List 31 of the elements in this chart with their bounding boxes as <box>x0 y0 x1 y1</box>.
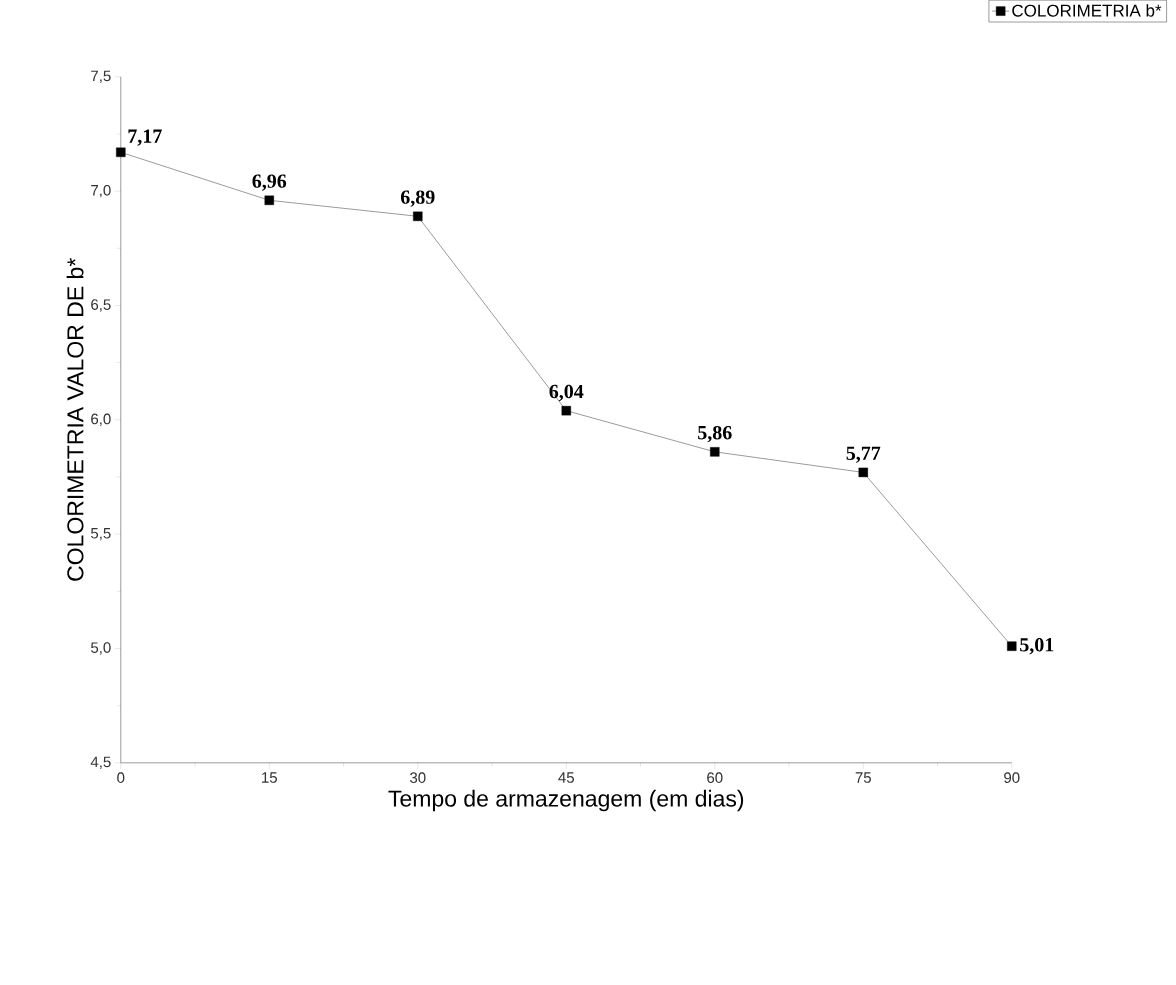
x-tick-label: 90 <box>1004 772 1020 784</box>
point <box>561 406 571 416</box>
y-tick-label: 5,5 <box>91 528 111 541</box>
y-axis-title: COLORIMETRIA VALOR DE b* <box>66 258 84 581</box>
x-tick-label: 75 <box>855 772 871 783</box>
point <box>413 211 423 222</box>
y-tick-label: 7,0 <box>91 185 111 198</box>
y-tick-label: 5,0 <box>91 642 111 655</box>
data-label: 6,96 <box>252 174 287 191</box>
point <box>116 147 126 158</box>
x-tick-label: 45 <box>558 772 574 783</box>
y-tick-label: 6,0 <box>91 413 111 427</box>
data-label: 6,89 <box>400 190 435 207</box>
x-axis-title: Tempo de armazenagem (em dias) <box>388 790 744 812</box>
y-tick-label: 7,5 <box>91 70 111 84</box>
data-label: 7,17 <box>128 129 162 146</box>
x-tick-label: 15 <box>262 772 277 783</box>
y-tick-label: 4,5 <box>90 756 111 770</box>
x-tick-label: 30 <box>410 772 426 784</box>
x-tick-label: 60 <box>707 772 723 784</box>
data-label: 5,01 <box>1020 638 1054 655</box>
data-label: 6,04 <box>549 384 584 402</box>
data-label: 5,86 <box>698 426 732 443</box>
data-label: 5,77 <box>846 446 881 464</box>
point <box>710 447 720 457</box>
legend-label: COLORIMETRIA b* <box>1012 4 1162 17</box>
point <box>858 467 868 478</box>
x-tick-label: 0 <box>117 772 125 784</box>
point <box>1007 641 1017 652</box>
y-tick-label: 6,5 <box>91 299 111 312</box>
point <box>264 195 274 206</box>
